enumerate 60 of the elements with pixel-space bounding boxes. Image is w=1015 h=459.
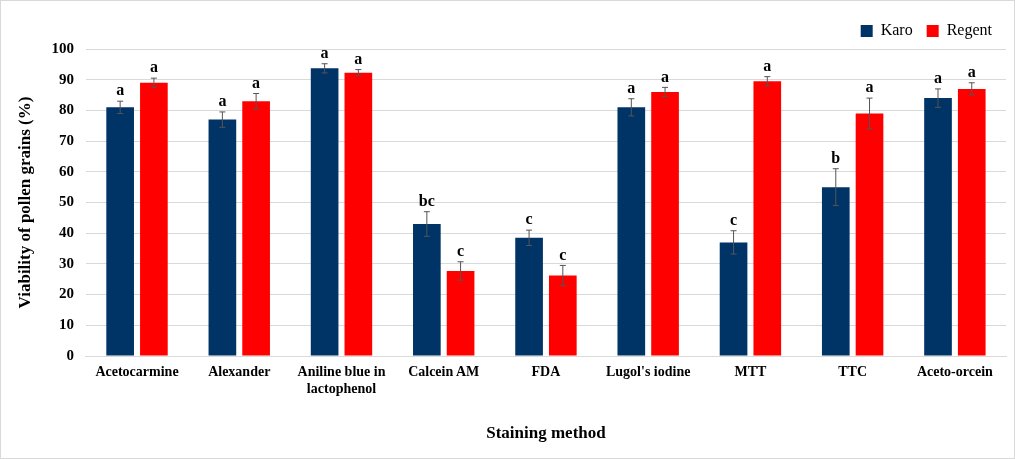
bar [651,91,679,356]
annotation: a [149,58,158,76]
annotation: c [559,245,567,263]
bar [242,101,270,356]
y-tick-label: 50 [58,193,74,210]
y-axis-title: Viability of pollen grains (%) [14,96,34,309]
x-tick-label: Alexander [208,364,271,380]
bar [344,72,373,356]
annotation: a [763,56,772,74]
y-tick-label: 100 [51,39,74,56]
x-tick-label: Calcein AM [408,364,480,380]
annotation: a [252,73,261,91]
legend-label: Karo [880,21,913,39]
x-tick-label: TTC [838,364,868,380]
annotation: a [934,69,943,87]
bar [446,270,475,356]
x-tick-label: Lugol's iodine [605,364,691,380]
bar [617,107,646,356]
bar [413,223,441,356]
x-tick-label: FDA [531,364,562,380]
annotation: a [116,81,125,99]
annotation: bc [418,191,435,209]
bar [719,242,748,356]
annotation: a [661,67,670,85]
bar [106,107,134,356]
y-tick-label: 20 [58,285,74,302]
annotation: c [729,210,738,228]
y-tick-label: 70 [58,131,74,148]
y-tick-label: 0 [66,346,74,363]
y-tick-label: 30 [58,254,74,271]
x-tick-label: MTT [734,364,768,380]
y-tick-label: 90 [58,70,74,87]
annotation: a [967,62,976,80]
bar [208,119,237,356]
bar [924,98,952,356]
legend-label: Regent [946,21,993,40]
y-tick-label: 10 [58,316,74,333]
bar [957,88,986,356]
x-tick-label: Acetocarmine [95,364,179,380]
bar [821,187,850,356]
annotation: c [525,210,533,228]
y-tick-label: 60 [58,162,74,179]
bar [140,82,168,356]
annotation: b [831,148,841,166]
bar [548,275,577,356]
annotation: a [354,49,363,67]
x-tick-label: Aceto-orcein [916,364,994,380]
annotation: a [865,78,874,96]
y-tick-label: 80 [58,101,74,118]
annotation: c [457,241,465,259]
x-tick-label: Aniline blue in lactophenol [297,364,386,396]
bar [855,113,884,356]
bar [310,68,339,356]
x-axis-title: Staining method [486,423,607,443]
y-tick-label: 40 [58,224,74,241]
bar [753,81,782,356]
annotation: a [218,92,227,110]
annotation: a [320,43,329,61]
bar [515,237,543,356]
annotation: a [627,78,636,96]
